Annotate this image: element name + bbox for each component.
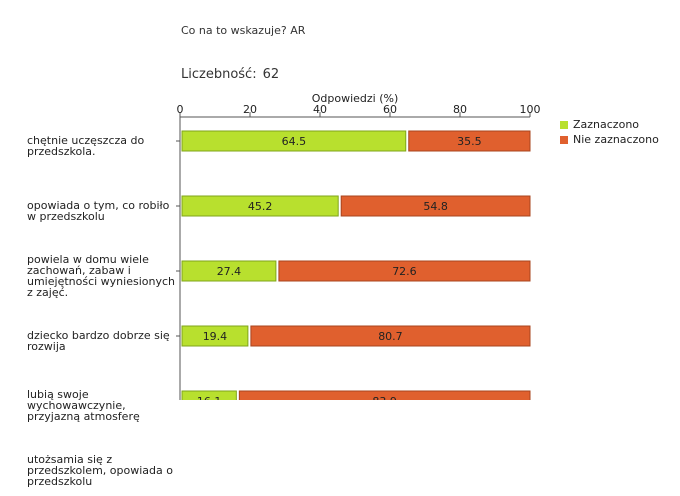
legend-item-selected: Zaznaczono — [560, 117, 659, 132]
x-axis-title: Odpowiedzi (%) — [312, 92, 399, 105]
category-label: opowiada o tym, co robiło w przedszkolu — [0, 185, 177, 236]
legend-swatch-not-selected — [560, 135, 568, 144]
category-label: powiela w domu wiele zachowań, zabaw i u… — [0, 250, 177, 301]
bar-zaznaczono — [181, 195, 339, 217]
sample-size-value: 62 — [262, 67, 280, 82]
question-title: Co na to wskazuje? AR — [181, 24, 306, 37]
x-tick-label: 20 — [243, 103, 257, 116]
data-label-nie-zaznaczono: 35.5 — [457, 135, 482, 148]
bar-zaznaczono — [181, 325, 249, 347]
category-label-text: powiela w domu wiele zachowań, zabaw i u… — [27, 252, 176, 299]
category-label-text: utożsamia się z przedszkolem, opowiada o… — [27, 453, 173, 488]
category-label: utożsamia się z przedszkolem, opowiada o… — [0, 445, 177, 496]
category-label-text: dziecko bardzo dobrze się rozwija — [27, 328, 170, 353]
data-label-zaznaczono: 64.5 — [282, 135, 307, 148]
data-label-zaznaczono: 27.4 — [217, 265, 242, 278]
legend: Zaznaczono Nie zaznaczono — [560, 117, 659, 147]
x-tick-label: 0 — [177, 103, 184, 116]
bar-nie-zaznaczono — [238, 390, 531, 400]
stacked-bar-chart: Odpowiedzi (%) 0 20 40 60 80 100 64.5 35.5 45.2 54… — [176, 92, 541, 400]
x-tick-label: 60 — [383, 103, 397, 116]
category-label-text: chętnie uczęszcza do przedszkola. — [27, 133, 145, 158]
data-label-zaznaczono: 16.1 — [197, 395, 222, 400]
data-label-zaznaczono: 19.4 — [203, 330, 228, 343]
category-label-text: lubią swoje wychowawczynie, przyjazną at… — [27, 388, 140, 423]
data-label-nie-zaznaczono: 72.6 — [392, 265, 417, 278]
bar-zaznaczono — [181, 130, 407, 152]
bar-nie-zaznaczono — [250, 325, 531, 347]
x-tick-label: 80 — [453, 103, 467, 116]
category-label: dziecko bardzo dobrze się rozwija — [0, 315, 177, 366]
category-label: lubią swoje wychowawczynie, przyjazną at… — [0, 380, 177, 431]
x-tick-label: 100 — [520, 103, 541, 116]
legend-label-not-selected: Nie zaznaczono — [573, 133, 659, 146]
category-label: chętnie uczęszcza do przedszkola. — [0, 120, 177, 171]
x-tick-label: 40 — [313, 103, 327, 116]
bar-zaznaczono — [181, 260, 277, 282]
bar-nie-zaznaczono — [278, 260, 531, 282]
bar-nie-zaznaczono — [340, 195, 531, 217]
data-label-nie-zaznaczono: 83.9 — [372, 395, 397, 400]
legend-label-selected: Zaznaczono — [573, 118, 640, 131]
bar-nie-zaznaczono — [408, 130, 531, 152]
category-label-text: opowiada o tym, co robiło w przedszkolu — [27, 198, 170, 223]
data-label-nie-zaznaczono: 80.7 — [378, 330, 403, 343]
legend-swatch-selected — [560, 120, 568, 129]
sample-size: Liczebność: 62 — [181, 67, 279, 82]
sample-size-label: Liczebność: — [181, 67, 257, 82]
data-label-zaznaczono: 45.2 — [248, 200, 273, 213]
legend-item-not-selected: Nie zaznaczono — [560, 132, 659, 147]
data-label-nie-zaznaczono: 54.8 — [423, 200, 448, 213]
bar-zaznaczono — [181, 390, 237, 400]
